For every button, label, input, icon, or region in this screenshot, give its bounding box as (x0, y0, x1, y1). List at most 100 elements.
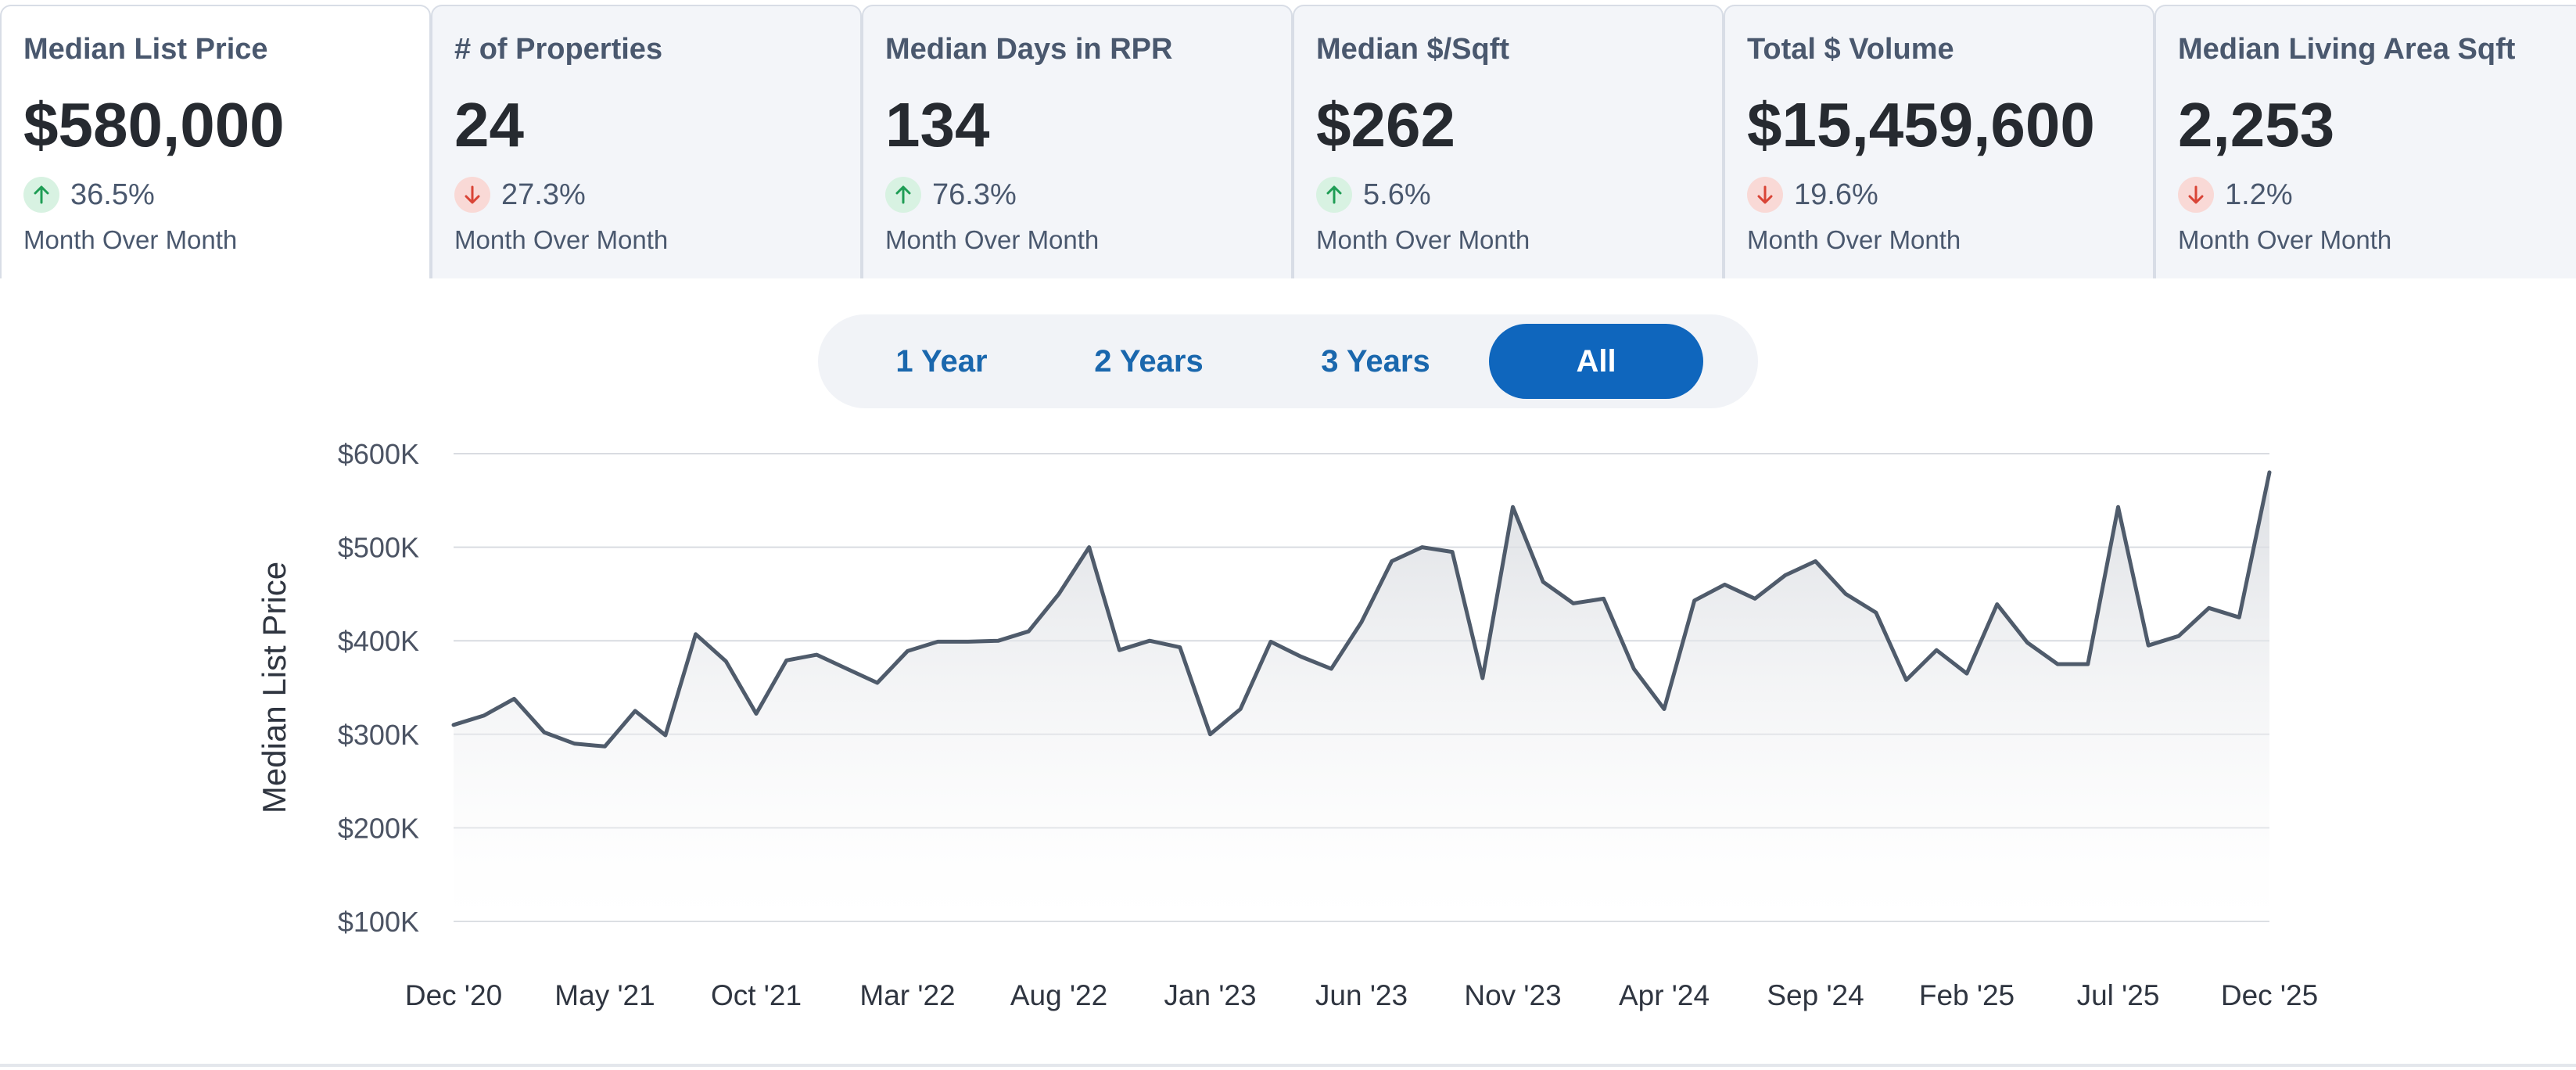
data-point (1268, 639, 1273, 644)
stat-card-change: 76.3% (885, 177, 1291, 213)
data-point (1178, 645, 1182, 650)
data-point (1208, 732, 1213, 737)
stat-card-change-percent: 19.6% (1794, 178, 1878, 211)
stat-card-value: $262 (1316, 90, 1455, 160)
y-tick-label: $300K (338, 719, 419, 751)
data-point (694, 632, 698, 637)
data-point (996, 638, 1001, 643)
x-tick-label: Dec '20 (405, 979, 502, 1011)
x-tick-label: Jan '23 (1164, 979, 1256, 1011)
stat-card-period: Month Over Month (2178, 225, 2392, 254)
arrow-up-icon (885, 177, 921, 213)
stat-card-change-percent: 36.5% (70, 178, 155, 211)
data-point (1026, 629, 1031, 634)
stat-card-value: $15,459,600 (1747, 90, 2095, 160)
data-point (2207, 605, 2212, 610)
stat-card-median-sqft[interactable]: Median $/Sqft $262 5.6% Month Over Month (1293, 5, 1724, 278)
data-point (482, 713, 486, 718)
x-tick-label: Oct '21 (711, 979, 802, 1011)
data-point (1722, 582, 1727, 587)
range-button-all[interactable]: All (1489, 324, 1703, 399)
stat-card-period: Month Over Month (885, 225, 1100, 254)
stat-card-change: 36.5% (23, 177, 429, 213)
data-point (754, 712, 759, 716)
data-point (2267, 470, 2272, 475)
stat-card-period: Month Over Month (23, 225, 238, 254)
stat-card-period: Month Over Month (1316, 225, 1530, 254)
y-tick-label: $600K (338, 438, 419, 470)
data-point (1057, 591, 1061, 596)
range-button-2-years[interactable]: 2 Years (1094, 343, 1204, 379)
arrow-down-icon (2178, 177, 2214, 213)
data-point (1814, 559, 1818, 564)
data-point (2086, 662, 2090, 666)
arrow-up-icon (1316, 177, 1352, 213)
data-point (1117, 648, 1121, 652)
data-point (1964, 671, 1969, 676)
stat-card-of-properties[interactable]: # of Properties 24 27.3% Month Over Month (431, 5, 862, 278)
data-point (814, 652, 819, 657)
x-tick-label: Aug '22 (1010, 979, 1107, 1011)
stat-card-change: 5.6% (1316, 177, 1722, 213)
data-point (1511, 504, 1516, 509)
arrow-down-icon (454, 177, 490, 213)
y-tick-label: $500K (338, 532, 419, 564)
stat-card-title: # of Properties (454, 33, 663, 66)
data-point (542, 730, 547, 734)
data-point (1602, 596, 1606, 601)
data-point (572, 741, 577, 746)
y-tick-label: $100K (338, 906, 419, 938)
x-tick-label: Feb '25 (1919, 979, 2015, 1011)
stat-card-median-list-price[interactable]: Median List Price $580,000 36.5% Month Over… (0, 5, 431, 278)
x-tick-label: Apr '24 (1619, 979, 1710, 1011)
price-area (454, 472, 2269, 921)
data-point (1995, 602, 2000, 607)
stat-card-title: Median Days in RPR (885, 33, 1173, 66)
stat-cards: Median List Price $580,000 36.5% Month Over… (0, 5, 2576, 278)
data-point (2116, 504, 2121, 509)
arrow-up-icon (23, 177, 59, 213)
data-point (2176, 634, 2181, 638)
median-list-price-chart: $600K $500K $400K $300K $200K $100K Median Lis… (256, 438, 2318, 1011)
data-point (451, 723, 456, 727)
data-point (2146, 643, 2151, 648)
stat-card-value: 24 (454, 90, 524, 160)
range-button-3-years[interactable]: 3 Years (1321, 343, 1430, 379)
stat-card-median-days-in-rpr[interactable]: Median Days in RPR 134 76.3% Month Over Mon… (862, 5, 1293, 278)
stat-card-title: Median List Price (23, 33, 268, 66)
stat-card-change-percent: 5.6% (1363, 178, 1431, 211)
y-tick-label: $200K (338, 812, 419, 844)
date-range-selector: 1 Year 2 Years 3 Years All (818, 314, 1758, 408)
data-point (1874, 610, 1878, 615)
data-point (603, 744, 608, 749)
stat-card-title: Median Living Area Sqft (2178, 33, 2516, 66)
data-point (1692, 598, 1697, 603)
stat-card-period: Month Over Month (454, 225, 669, 254)
data-point (1147, 638, 1152, 643)
range-button-1-year[interactable]: 1 Year (895, 343, 988, 379)
data-point (1904, 677, 1909, 682)
data-point (1359, 619, 1364, 624)
x-tick-label: Jun '23 (1315, 979, 1408, 1011)
stat-card-title: Median $/Sqft (1316, 33, 1510, 66)
stat-card-median-living-area-sqft[interactable]: Median Living Area Sqft 2,253 1.2% Month Ov… (2154, 5, 2576, 278)
stat-card-total-volume[interactable]: Total $ Volume $15,459,600 19.6% Month Over… (1724, 5, 2154, 278)
data-point (875, 680, 880, 685)
x-tick-label: Nov '23 (1464, 979, 1561, 1011)
stat-card-change: 19.6% (1747, 177, 2153, 213)
data-point (1783, 573, 1788, 578)
x-tick-label: Sep '24 (1767, 979, 1864, 1011)
data-point (1087, 545, 1092, 550)
data-point (1843, 591, 1848, 596)
data-point (1753, 596, 1757, 601)
data-point (2237, 615, 2241, 619)
data-point (633, 709, 637, 713)
stat-card-period: Month Over Month (1747, 225, 1961, 254)
stat-card-change-percent: 76.3% (932, 178, 1017, 211)
arrow-down-icon (1747, 177, 1783, 213)
x-tick-label: Jul '25 (2077, 979, 2160, 1011)
stat-card-value: 134 (885, 90, 990, 160)
data-point (1631, 666, 1636, 671)
y-axis-title: Median List Price (256, 562, 292, 813)
data-point (1662, 707, 1667, 712)
